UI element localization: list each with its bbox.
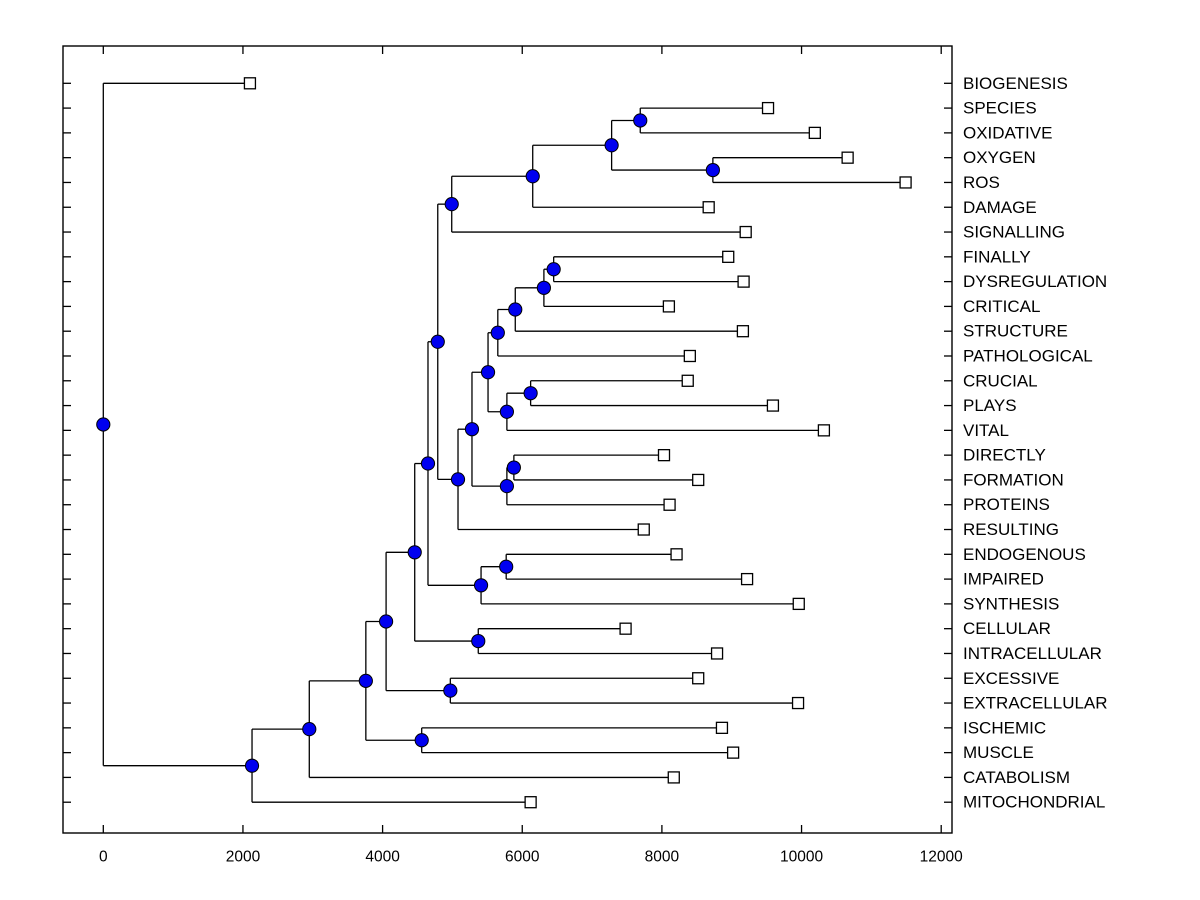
internal-node-marker — [414, 733, 429, 748]
x-tick-label: 0 — [99, 848, 108, 865]
leaf-label-synthesis: SYNTHESIS — [963, 594, 1059, 613]
internal-node-marker — [546, 262, 561, 277]
internal-node-marker — [536, 280, 551, 295]
internal-node-marker — [96, 417, 111, 432]
internal-node-marker — [525, 169, 540, 184]
leaf-marker-mitochondrial — [524, 796, 537, 809]
plot-box — [62, 45, 953, 834]
leaf-marker-biogenesis — [243, 77, 257, 90]
internal-node-marker — [378, 614, 394, 629]
internal-node-marker — [604, 138, 619, 153]
leaf-marker-signalling — [739, 225, 752, 239]
internal-node-marker — [450, 472, 466, 487]
leaf-label-signalling: SIGNALLING — [963, 223, 1065, 242]
leaf-marker-ischemic — [715, 721, 729, 734]
internal-node-marker — [480, 365, 496, 380]
leaf-label-species: SPECIES — [963, 99, 1037, 118]
leaf-label-oxidative: OXIDATIVE — [963, 123, 1052, 142]
internal-node-marker — [358, 673, 373, 688]
leaf-marker-species — [761, 101, 775, 115]
leaf-marker-excessive — [692, 672, 705, 685]
leaf-label-cellular: CELLULAR — [963, 619, 1051, 638]
leaf-label-catabolism: CATABOLISM — [963, 768, 1070, 787]
leaf-label-oxygen: OXYGEN — [963, 148, 1036, 167]
leaf-marker-damage — [702, 201, 715, 214]
leaf-marker-structure — [736, 325, 750, 338]
leaf-label-proteins: PROTEINS — [963, 495, 1050, 514]
leaf-marker-pathological — [683, 349, 696, 363]
leaf-label-endogenous: ENDOGENOUS — [963, 545, 1086, 564]
leaf-label-formation: FORMATION — [963, 470, 1064, 489]
leaf-label-damage: DAMAGE — [963, 198, 1037, 217]
internal-node-marker — [443, 683, 458, 698]
x-tick-label: 2000 — [226, 848, 261, 865]
leaf-label-crucial: CRUCIAL — [963, 371, 1038, 390]
leaf-marker-formation — [692, 473, 705, 487]
internal-node-marker — [464, 422, 480, 437]
leaf-marker-critical — [662, 300, 676, 313]
internal-node-marker — [499, 404, 514, 419]
internal-node-marker — [705, 162, 720, 178]
internal-node-marker — [499, 479, 514, 494]
leaf-label-muscle: MUSCLE — [963, 743, 1034, 762]
internal-node-marker — [506, 460, 521, 475]
leaf-marker-muscle — [726, 746, 740, 759]
leaf-marker-cellular — [619, 622, 632, 635]
leaf-label-resulting: RESULTING — [963, 520, 1059, 539]
leaf-label-intracellular: INTRACELLULAR — [963, 644, 1102, 663]
leaf-label-pathological: PATHOLOGICAL — [963, 346, 1093, 365]
x-tick-label: 10000 — [780, 848, 823, 865]
x-tick-label: 12000 — [920, 848, 963, 865]
leaf-marker-ros — [899, 176, 912, 189]
internal-node-marker — [302, 722, 317, 737]
internal-node-marker — [420, 456, 436, 471]
leaf-label-excessive: EXCESSIVE — [963, 669, 1059, 688]
leaf-marker-finally — [722, 250, 735, 263]
internal-node-marker — [471, 633, 486, 649]
leaf-label-biogenesis: BIOGENESIS — [963, 74, 1068, 93]
leaf-marker-oxygen — [841, 151, 854, 164]
leaf-marker-oxidative — [808, 126, 821, 140]
internal-node-marker — [473, 578, 489, 593]
internal-node-marker — [407, 545, 422, 560]
x-tick-label: 6000 — [505, 848, 540, 865]
leaf-marker-resulting — [637, 523, 650, 536]
internal-node-marker — [490, 325, 505, 340]
internal-node-marker — [430, 334, 445, 349]
leaf-marker-catabolism — [667, 771, 680, 784]
leaf-label-plays: PLAYS — [963, 396, 1017, 415]
leaf-marker-plays — [766, 399, 780, 412]
leaf-marker-impaired — [740, 572, 754, 586]
leaf-label-directly: DIRECTLY — [963, 446, 1046, 465]
leaf-label-vital: VITAL — [963, 421, 1009, 440]
leaf-marker-extracellular — [791, 696, 805, 710]
leaf-marker-intracellular — [710, 647, 724, 660]
leaf-marker-endogenous — [670, 548, 683, 561]
leaf-label-mitochondrial: MITOCHONDRIAL — [963, 793, 1105, 812]
leaf-label-ischemic: ISCHEMIC — [963, 718, 1046, 737]
internal-node-marker — [633, 113, 648, 128]
x-tick-label: 4000 — [365, 848, 400, 865]
leaf-marker-directly — [657, 448, 671, 462]
internal-node-marker — [523, 386, 538, 401]
leaf-marker-synthesis — [792, 597, 805, 611]
leaf-label-extracellular: EXTRACELLULAR — [963, 694, 1108, 713]
leaf-label-ros: ROS — [963, 173, 1000, 192]
leaf-label-impaired: IMPAIRED — [963, 570, 1044, 589]
x-tick-label: 8000 — [645, 848, 680, 865]
internal-node-marker — [444, 197, 459, 212]
internal-node-marker — [244, 758, 260, 773]
leaf-label-structure: STRUCTURE — [963, 322, 1068, 341]
leaf-label-dysregulation: DYSREGULATION — [963, 272, 1107, 291]
leaf-label-finally: FINALLY — [963, 247, 1031, 266]
leaf-label-critical: CRITICAL — [963, 297, 1040, 316]
leaf-marker-dysregulation — [737, 275, 750, 288]
internal-node-marker — [499, 559, 514, 574]
leaf-marker-proteins — [663, 498, 676, 511]
leaf-marker-crucial — [681, 374, 694, 387]
leaf-marker-vital — [817, 424, 831, 437]
internal-node-marker — [508, 302, 523, 317]
